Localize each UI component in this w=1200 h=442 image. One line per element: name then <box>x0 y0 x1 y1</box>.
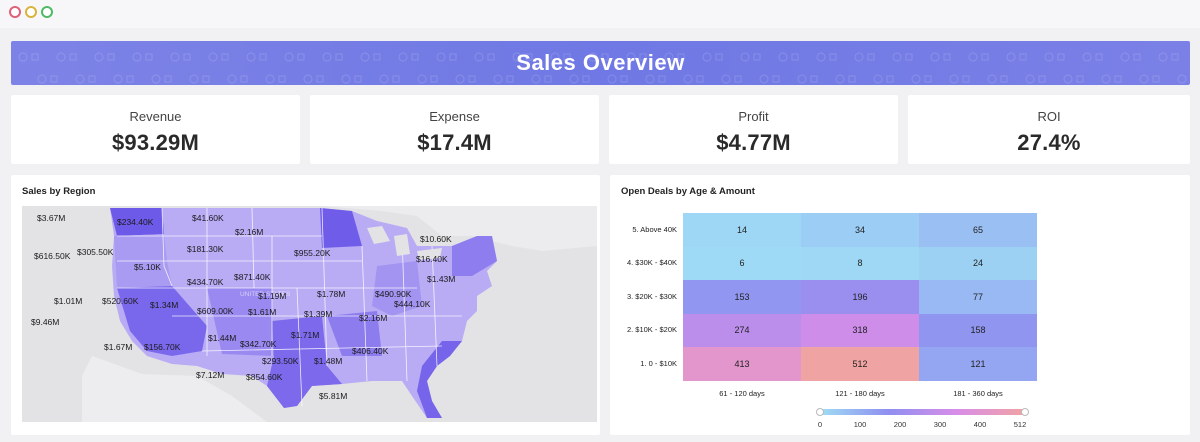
map-value-label: $16.40K <box>416 254 448 264</box>
sales-by-region-panel: Sales by Region <box>11 175 600 435</box>
map-value-label: $10.60K <box>420 234 452 244</box>
map-value-label: $3.67M <box>37 213 66 223</box>
heatmap-row-label: 3. $20K - $30K <box>626 291 677 301</box>
heatmap-row-label: 2. $10K - $20K <box>626 325 677 335</box>
legend-tick-label: 200 <box>893 420 907 429</box>
kpi-label: Revenue <box>129 109 182 124</box>
map-value-label: $1.67M <box>104 342 133 352</box>
map-value-label: $1.61M <box>248 307 277 317</box>
map-value-label: $293.50K <box>262 356 299 366</box>
map-value-label: $609.00K <box>197 306 234 316</box>
map-value-label: $1.34M <box>150 300 179 310</box>
map-value-label: $1.01M <box>54 296 83 306</box>
map-value-label: $854.60K <box>246 372 283 382</box>
legend-max-handle[interactable] <box>1021 408 1029 416</box>
map-value-label: $406.40K <box>352 346 389 356</box>
heatmap-cell[interactable]: 274 <box>683 313 801 347</box>
kpi-label: ROI <box>1037 109 1061 124</box>
kpi-value: 27.4% <box>1017 130 1081 155</box>
legend-tick-label: 0 <box>817 420 823 429</box>
map-value-label: $1.19M <box>258 291 287 301</box>
map-value-label: $444.10K <box>394 299 431 309</box>
map-value-label: $342.70K <box>240 339 277 349</box>
map-value-label: $2.16M <box>235 227 264 237</box>
heatmap-row-label: 4. $30K - $40K <box>626 258 677 268</box>
map-value-label: $1.48M <box>314 356 343 366</box>
us-map-shape: UNITED STATES <box>22 206 597 422</box>
heatmap-cell[interactable]: 121 <box>919 347 1037 381</box>
map-value-label: $1.43M <box>427 274 456 284</box>
heatmap-cell[interactable]: 512 <box>801 347 919 381</box>
heatmap-column-label: 121 - 180 days <box>835 388 885 398</box>
heatmap-column-label: 181 - 360 days <box>953 388 1003 398</box>
page-title: Sales Overview <box>516 50 685 75</box>
panel-title: Open Deals by Age & Amount <box>621 186 755 197</box>
heatmap-cell[interactable]: 8 <box>801 246 919 280</box>
dashboard-header: Sales Overview <box>11 41 1190 85</box>
heatmap-cell[interactable]: 77 <box>919 280 1037 314</box>
kpi-card-roi: ROI 27.4% <box>908 95 1190 164</box>
map-value-label: $2.16M <box>359 313 388 323</box>
map-value-label: $616.50K <box>34 251 71 261</box>
heatmap-cell[interactable]: 14 <box>683 213 801 247</box>
map-value-label: $7.12M <box>196 370 225 380</box>
kpi-value: $4.77M <box>716 130 791 155</box>
map-value-label: $9.46M <box>31 317 60 327</box>
close-window-button[interactable] <box>9 6 21 18</box>
map-value-label: $955.20K <box>294 248 331 258</box>
heatmap-cell[interactable]: 413 <box>683 347 801 381</box>
map-value-label: $5.10K <box>134 262 161 272</box>
map-value-label: $490.90K <box>375 289 412 299</box>
legend-tick-label: 400 <box>973 420 987 429</box>
map-value-label: $1.44M <box>208 333 237 343</box>
header-pattern <box>18 52 1187 84</box>
map-value-label: $1.71M <box>291 330 320 340</box>
map-value-label: $5.81M <box>319 391 348 401</box>
window-titlebar <box>0 0 1200 28</box>
legend-tick-label: 300 <box>933 420 947 429</box>
heatmap-column-label: 61 - 120 days <box>719 388 765 398</box>
map-value-label: $434.70K <box>187 277 224 287</box>
map-value-label: $1.39M <box>304 309 333 319</box>
map-value-label: $156.70K <box>144 342 181 352</box>
kpi-value: $17.4M <box>417 130 492 155</box>
heatmap-cell[interactable]: 318 <box>801 313 919 347</box>
map-value-label: $520.60K <box>102 296 139 306</box>
map-value-label: $181.30K <box>187 244 224 254</box>
map-watermark-text: UNITED STATES <box>240 291 291 298</box>
kpi-card-revenue: Revenue $93.29M <box>11 95 300 164</box>
panel-title: Sales by Region <box>22 186 96 197</box>
heatmap-cell[interactable]: 6 <box>683 246 801 280</box>
map-value-label: $234.40K <box>117 217 154 227</box>
heatmap-cell[interactable]: 65 <box>919 213 1037 247</box>
heatmap-row-label: 1. 0 - $10K <box>640 358 677 368</box>
kpi-value: $93.29M <box>111 130 199 155</box>
map-value-label: $1.78M <box>317 289 346 299</box>
map-value-label: $305.50K <box>77 247 114 257</box>
region-map[interactable]: UNITED STATES $3.67M $234.40K $41.60K $2.16… <box>22 206 597 422</box>
legend-tick-label: 512 <box>1013 420 1027 429</box>
heatmap-cell[interactable]: 153 <box>683 280 801 314</box>
heatmap-cell[interactable]: 34 <box>801 213 919 247</box>
maximize-window-button[interactable] <box>41 6 53 18</box>
legend-gradient-bar <box>820 409 1025 415</box>
map-value-label: $871.40K <box>234 272 271 282</box>
legend-min-handle[interactable] <box>816 408 824 416</box>
heatmap-cell[interactable]: 24 <box>919 246 1037 280</box>
heatmap-cell[interactable]: 158 <box>919 313 1037 347</box>
heatmap-cell[interactable]: 196 <box>801 280 919 314</box>
kpi-card-expense: Expense $17.4M <box>310 95 599 164</box>
map-value-label: $41.60K <box>192 213 224 223</box>
legend-tick-label: 100 <box>853 420 867 429</box>
heatmap-row-label: 5. Above 40K <box>632 224 677 234</box>
kpi-card-profit: Profit $4.77M <box>609 95 898 164</box>
open-deals-panel: Open Deals by Age & Amount 5. Above 40K 1… <box>610 175 1190 435</box>
kpi-label: Expense <box>429 109 480 124</box>
minimize-window-button[interactable] <box>25 6 37 18</box>
kpi-label: Profit <box>738 109 769 124</box>
